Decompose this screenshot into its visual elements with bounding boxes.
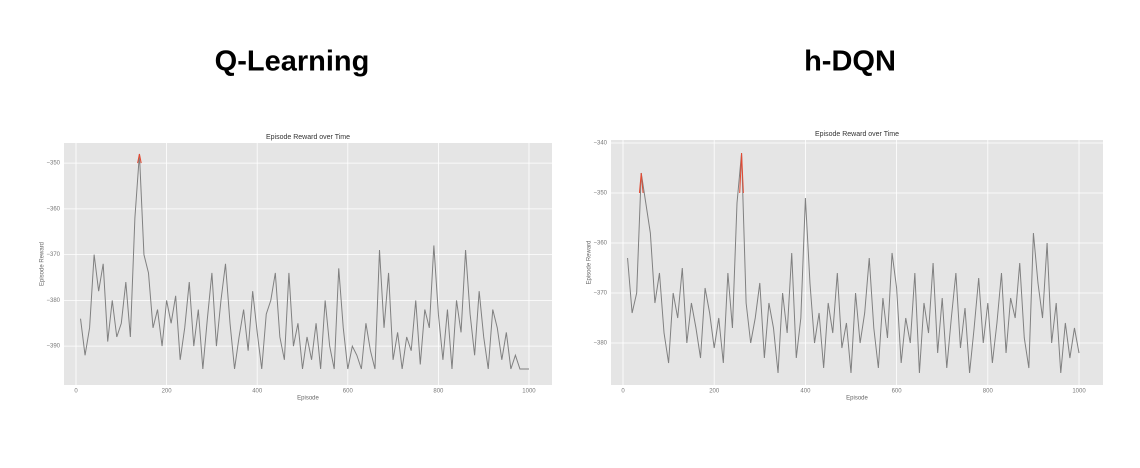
x-axis-label: Episode [846, 396, 868, 402]
y-tick-label: −360 [46, 206, 60, 212]
x-tick-label: 1000 [522, 389, 536, 395]
y-tick-label: −390 [46, 344, 60, 350]
line-series [137, 153, 142, 164]
line-series [80, 153, 529, 370]
y-tick-label: −380 [46, 298, 60, 304]
y-tick-label: −370 [593, 291, 607, 297]
x-tick-label: 800 [433, 389, 444, 395]
panel-heading: Q-Learning [215, 46, 370, 78]
line-series [627, 152, 1080, 374]
chart-title: Episode Reward over Time [815, 131, 899, 138]
x-tick-label: 600 [892, 389, 903, 395]
y-tick-label: −350 [46, 161, 60, 167]
x-tick-label: 200 [162, 389, 173, 395]
panel-heading: h-DQN [804, 46, 896, 78]
plot-area [611, 140, 1103, 385]
x-tick-label: 600 [343, 389, 354, 395]
y-axis-label: Episode Reward [40, 242, 46, 286]
x-axis-label: Episode [297, 396, 319, 402]
chart-title: Episode Reward over Time [266, 134, 350, 141]
x-tick-label: 400 [252, 389, 263, 395]
x-tick-label: 800 [983, 389, 994, 395]
x-tick-label: 0 [621, 389, 625, 395]
y-tick-label: −340 [593, 141, 607, 147]
x-tick-label: 400 [800, 389, 811, 395]
x-tick-label: 0 [74, 389, 78, 395]
y-tick-label: −350 [593, 191, 607, 197]
line-series [638, 152, 744, 194]
x-tick-label: 200 [709, 389, 720, 395]
y-tick-label: −380 [593, 341, 607, 347]
plot-area [64, 143, 552, 385]
y-tick-label: −360 [593, 241, 607, 247]
y-tick-label: −370 [46, 252, 60, 258]
x-tick-label: 1000 [1072, 389, 1086, 395]
y-axis-label: Episode Reward [587, 240, 593, 284]
